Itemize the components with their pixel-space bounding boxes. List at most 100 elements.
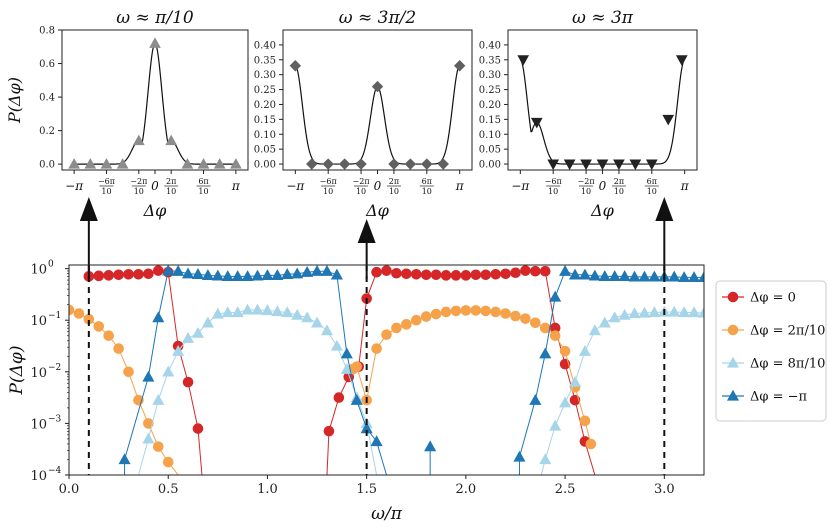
data-point bbox=[539, 265, 551, 277]
data-point bbox=[251, 303, 264, 315]
y-tick-label: 0.20 bbox=[479, 100, 501, 111]
data-point bbox=[231, 270, 244, 282]
inset-title: ω ≈ 3π bbox=[572, 8, 634, 28]
main-plot-area bbox=[69, 265, 704, 475]
data-point bbox=[213, 158, 226, 169]
data-point bbox=[152, 265, 164, 276]
data-point bbox=[211, 307, 224, 319]
data-point bbox=[231, 306, 244, 318]
data-point bbox=[401, 268, 412, 280]
data-point bbox=[100, 158, 113, 169]
data-point bbox=[388, 158, 400, 170]
x-tick-label-den: 10 bbox=[614, 187, 624, 196]
data-point bbox=[410, 314, 422, 326]
data-point bbox=[310, 316, 324, 328]
x-tick-label-num: −6π bbox=[545, 177, 562, 186]
data-point bbox=[301, 311, 314, 323]
data-point bbox=[132, 134, 145, 146]
y-tick-label: 0.2 bbox=[39, 126, 55, 137]
x-tick-label: 2.0 bbox=[456, 482, 477, 497]
series-4 bbox=[118, 265, 704, 475]
x-tick-label: 0 bbox=[374, 179, 382, 193]
y-tick-label: 0.8 bbox=[39, 26, 55, 37]
data-point bbox=[291, 267, 304, 279]
y-tick-label: 0.25 bbox=[254, 85, 276, 96]
data-point bbox=[563, 159, 576, 171]
data-point bbox=[391, 267, 402, 279]
y-tick-label: 0.35 bbox=[254, 55, 276, 66]
data-point bbox=[113, 269, 124, 281]
data-point bbox=[638, 306, 651, 318]
x-tick-label: −π bbox=[286, 179, 305, 193]
data-point bbox=[241, 270, 254, 282]
data-point bbox=[450, 305, 462, 317]
data-point bbox=[490, 306, 501, 318]
data-point bbox=[688, 306, 701, 318]
y-tick-exponent: −1 bbox=[48, 311, 61, 321]
data-point bbox=[618, 270, 631, 282]
data-point bbox=[291, 308, 304, 320]
main-frame bbox=[68, 264, 705, 476]
data-point bbox=[381, 265, 392, 276]
x-tick-label: 0 bbox=[599, 179, 607, 193]
x-tick-label: −π bbox=[511, 179, 530, 193]
inset-title: ω ≈ π/10 bbox=[116, 8, 194, 28]
y-tick-label: 0.35 bbox=[479, 55, 501, 66]
inset-curve bbox=[519, 59, 686, 165]
data-point bbox=[152, 441, 164, 452]
legend-label: Δφ = 0 bbox=[750, 291, 796, 306]
x-tick-label: π bbox=[455, 179, 465, 193]
data-point bbox=[450, 270, 462, 281]
x-tick-label-den: 10 bbox=[389, 187, 399, 196]
data-point bbox=[648, 270, 661, 282]
data-point bbox=[338, 158, 351, 170]
data-point bbox=[568, 375, 582, 387]
y-tick-label: 0.30 bbox=[254, 70, 276, 81]
arrow-head bbox=[357, 219, 376, 243]
data-point bbox=[241, 303, 254, 315]
data-point bbox=[520, 265, 531, 276]
inset-chart-3: ω ≈ 3π 0.00 0.05 0.10 0.15 0.20 0.25 0.30 0.35 0.… bbox=[479, 8, 698, 220]
data-point bbox=[162, 456, 174, 468]
data-point bbox=[306, 158, 318, 170]
data-point bbox=[333, 392, 345, 403]
data-point bbox=[281, 306, 294, 318]
data-point bbox=[133, 268, 144, 280]
data-point bbox=[480, 305, 492, 317]
data-point bbox=[281, 268, 294, 279]
data-point bbox=[251, 269, 264, 281]
legend-box bbox=[715, 280, 827, 422]
data-point bbox=[517, 55, 530, 66]
x-tick-label: 2.5 bbox=[555, 482, 576, 497]
data-point bbox=[371, 80, 384, 93]
data-point bbox=[93, 321, 105, 332]
data-point bbox=[549, 419, 562, 431]
data-point bbox=[370, 435, 383, 447]
y-tick-label: 0.30 bbox=[479, 70, 501, 81]
data-point bbox=[191, 326, 205, 338]
y-tick-label: 10 bbox=[30, 263, 47, 278]
data-point bbox=[118, 453, 131, 465]
data-point bbox=[404, 158, 417, 170]
data-point bbox=[440, 306, 452, 318]
data-point bbox=[355, 158, 367, 170]
data-point bbox=[340, 362, 353, 374]
data-point bbox=[69, 304, 75, 316]
y-tick-label: 10 bbox=[30, 366, 47, 381]
data-point bbox=[697, 271, 704, 283]
x-tick-label-num: −2π bbox=[578, 177, 595, 186]
data-point bbox=[152, 393, 165, 405]
y-tick-label: 0.20 bbox=[254, 100, 276, 111]
data-point bbox=[420, 269, 432, 281]
data-point bbox=[230, 158, 242, 169]
data-point bbox=[628, 270, 641, 282]
legend-label: Δφ = 2π/10 bbox=[750, 324, 825, 339]
inset-frame bbox=[507, 29, 698, 171]
legend-label: Δφ = −π bbox=[750, 390, 808, 405]
data-point bbox=[182, 376, 194, 388]
data-point bbox=[113, 343, 124, 354]
data-point bbox=[460, 305, 472, 316]
data-point bbox=[675, 55, 688, 66]
x-tick-label-num: −6π bbox=[98, 177, 115, 186]
